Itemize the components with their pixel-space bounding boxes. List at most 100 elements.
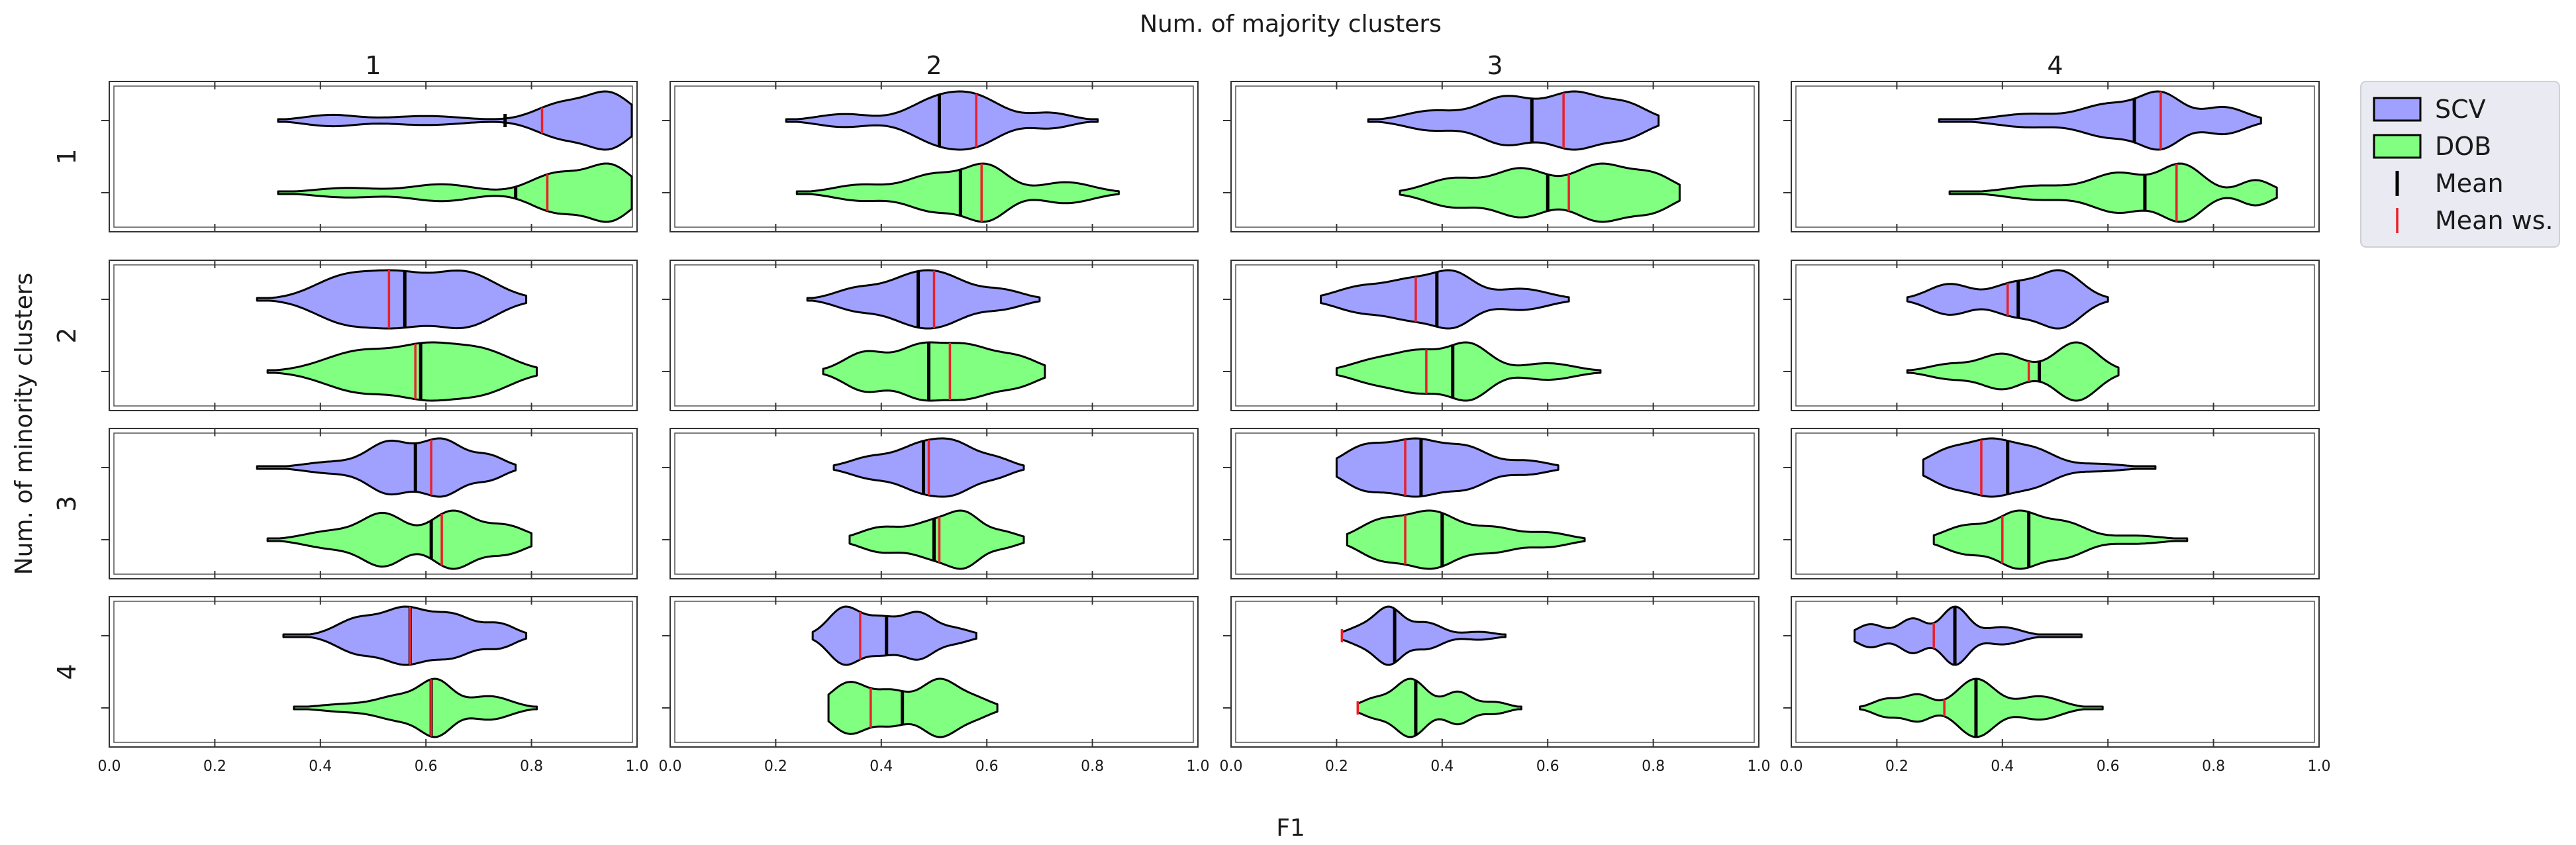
col-label-2: 2 [926, 51, 942, 80]
scv-violin [1938, 90, 2262, 151]
x-tick-label: 0.8 [520, 758, 543, 775]
legend-swatch [2373, 134, 2422, 159]
scv-violin [806, 269, 1041, 330]
scv-violin [1367, 90, 1660, 151]
panel-r2-c1 [101, 260, 638, 411]
x-tick-label: 0.6 [415, 758, 438, 775]
legend-label: Mean ws. [2435, 206, 2553, 235]
legend-label: DOB [2435, 132, 2491, 161]
panel-frame-inner [674, 264, 1194, 407]
panel-r2-c2 [662, 260, 1199, 411]
panel-r1-c1 [101, 81, 638, 232]
x-tick-label: 0.0 [1780, 758, 1803, 775]
panel-frame-inner [1795, 432, 2315, 575]
panel-r2-c3 [1223, 260, 1759, 411]
panel-r1-c2 [662, 81, 1199, 232]
x-tick-label: 1.0 [1187, 758, 1210, 775]
dob-violin [1948, 162, 2278, 223]
scv-violin [1922, 437, 2157, 498]
x-tick-label: 0.2 [203, 758, 226, 775]
panel-frame-inner [113, 601, 633, 743]
dob-violin [1932, 509, 2189, 570]
legend-entry-scv: SCV [2373, 95, 2486, 124]
scv-violin [1854, 605, 2083, 666]
panel-r3-c2 [662, 428, 1199, 579]
panel-frame [109, 596, 638, 748]
dob-violin [1356, 677, 1522, 738]
col-label-1: 1 [365, 51, 381, 80]
panel-frame-inner [1235, 264, 1755, 407]
legend-swatch [2373, 97, 2422, 122]
x-tick-label: 0.8 [1081, 758, 1104, 775]
x-tick-label: 0.0 [1220, 758, 1243, 775]
panel-r4-c3: 0.0 0.2 0.4 0.6 0.8 1.0 [1220, 596, 1771, 775]
x-tick-label: 0.4 [309, 758, 332, 775]
panel-r4-c1: 0.0 0.2 0.4 0.6 0.8 1.0 [98, 596, 649, 775]
scv-violin [256, 437, 517, 498]
x-tick-label: 0.6 [1536, 758, 1560, 775]
dob-violin [827, 677, 999, 738]
panel-frame-inner [1235, 432, 1755, 575]
panel-frame [1230, 81, 1759, 232]
panel-frame [109, 81, 638, 232]
x-tick-label: 0.8 [2202, 758, 2225, 775]
x-tick-label: 0.2 [1325, 758, 1348, 775]
x-tick-label: 1.0 [2308, 758, 2331, 775]
panel-r3-c4 [1783, 428, 2320, 579]
panel-frame-inner [674, 85, 1194, 228]
panel-frame-inner [113, 432, 633, 575]
panel-frame [669, 260, 1199, 411]
panel-frame [669, 596, 1199, 748]
dob-violin [822, 341, 1046, 402]
legend: SCV DOB Mean Mean ws. [2360, 81, 2560, 248]
panel-frame-inner [1795, 85, 2315, 228]
dob-violin [1335, 341, 1602, 402]
x-tick-label: 1.0 [626, 758, 649, 775]
x-axis-label: F1 [1276, 815, 1305, 842]
col-label-3: 3 [1487, 51, 1503, 80]
legend-entry-mean-ws: Mean ws. [2396, 206, 2553, 235]
panel-frame [669, 81, 1199, 232]
panel-frame-inner [1795, 601, 2315, 743]
dob-violin [293, 677, 538, 738]
panel-frame-inner [674, 432, 1194, 575]
panel-frame [1230, 428, 1759, 579]
row-label-4: 4 [52, 664, 81, 679]
dob-violin [1906, 341, 2120, 402]
dob-violin [1859, 677, 2104, 738]
dob-violin [1346, 509, 1586, 570]
dob-violin [848, 509, 1025, 570]
panel-frame [109, 260, 638, 411]
dob-violin [1399, 162, 1681, 223]
panel-frame [1791, 428, 2320, 579]
scv-violin [811, 605, 977, 666]
x-tick-label: 0.8 [1642, 758, 1665, 775]
x-tick-label: 0.4 [869, 758, 893, 775]
panel-frame [1791, 81, 2320, 232]
scv-violin [785, 90, 1099, 151]
panel-r1-c3 [1223, 81, 1759, 232]
row-label-2: 2 [52, 327, 81, 343]
scv-violin [1340, 605, 1507, 666]
figure-title: Num. of majority clusters [1140, 11, 1442, 38]
legend-entry-mean: Mean [2395, 169, 2504, 198]
x-tick-label: 0.0 [659, 758, 682, 775]
scv-violin [282, 605, 528, 666]
row-label-3: 3 [52, 495, 81, 511]
panel-frame-inner [1235, 85, 1755, 228]
panel-frame [109, 428, 638, 579]
panel-frame-inner [1795, 264, 2315, 407]
x-tick-label: 0.4 [1991, 758, 2014, 775]
scv-violin [256, 269, 528, 330]
scv-violin [1320, 269, 1570, 330]
panel-frame-inner [674, 601, 1194, 743]
panel-frame [669, 428, 1199, 579]
panel-r4-c4: 0.0 0.2 0.4 0.6 0.8 1.0 [1780, 596, 2331, 775]
panel-frame-inner [113, 264, 633, 407]
panel-frame [1791, 596, 2320, 748]
x-tick-label: 0.2 [1885, 758, 1908, 775]
legend-box [2360, 81, 2560, 248]
panel-frame [1791, 260, 2320, 411]
